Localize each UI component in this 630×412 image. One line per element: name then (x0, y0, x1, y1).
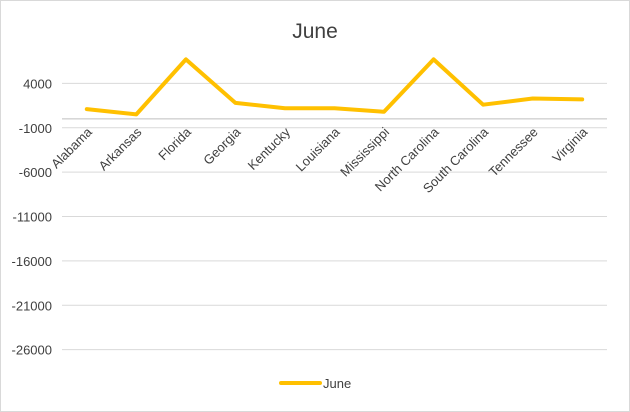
y-axis-labels: 4000 -1000 -6000 -11000 -16000 -21000 -26000 (12, 76, 52, 357)
chart-title: June (292, 20, 338, 43)
y-tick-label: -11000 (12, 210, 52, 225)
y-tick-label: -21000 (12, 298, 52, 313)
data-point (433, 58, 435, 60)
y-tick-label: -6000 (19, 165, 52, 180)
legend[interactable]: June (279, 376, 351, 391)
data-point (482, 104, 484, 106)
data-point (86, 108, 88, 110)
y-tick-label: -26000 (12, 343, 52, 358)
data-point (334, 107, 335, 109)
data-point (234, 102, 236, 104)
y-tick-label: 4000 (23, 76, 52, 91)
x-tick-label: Alabama (48, 124, 95, 171)
x-tick-label: Louisiana (293, 124, 344, 175)
y-tick-label: -1000 (19, 121, 52, 136)
data-point (581, 98, 583, 100)
data-point (185, 58, 187, 60)
x-tick-label: Florida (155, 124, 194, 163)
series-line (84, 57, 585, 117)
series-lines (84, 57, 585, 117)
data-point (383, 111, 385, 113)
y-tick-label: -16000 (12, 254, 52, 269)
x-tick-label: Virginia (549, 124, 591, 166)
data-point (135, 113, 137, 115)
x-axis-labels: Alabama Arkansas Florida Georgia Kentucky Lou… (48, 124, 591, 196)
x-tick-label: Arkansas (96, 124, 145, 173)
x-tick-label: Kentucky (245, 124, 294, 173)
data-point (532, 97, 534, 99)
x-tick-label: Tennessee (486, 124, 541, 179)
data-point (284, 107, 286, 109)
legend-label: June (323, 376, 351, 391)
gridlines (62, 82, 607, 351)
x-tick-label: Georgia (200, 124, 244, 168)
